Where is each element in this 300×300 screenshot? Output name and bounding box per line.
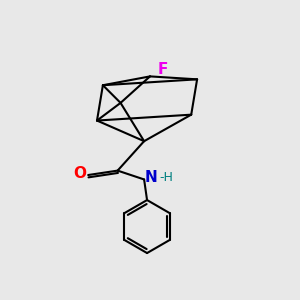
Text: -H: -H [159, 172, 173, 184]
Text: N: N [144, 170, 157, 185]
Text: F: F [158, 61, 168, 76]
Text: O: O [74, 166, 86, 181]
